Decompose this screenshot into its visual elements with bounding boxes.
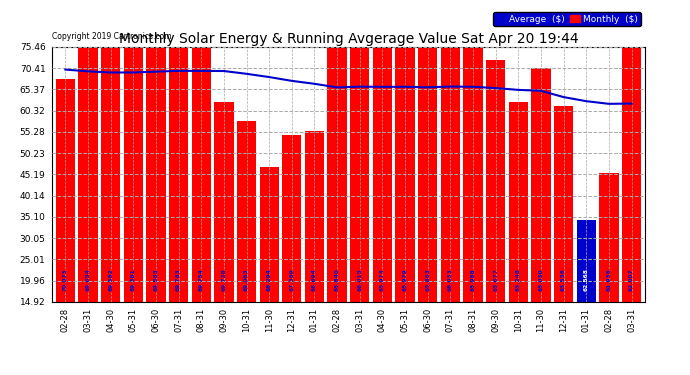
Text: Copyright 2019 Cartronics.com: Copyright 2019 Cartronics.com (52, 32, 171, 40)
Text: 61.936: 61.936 (607, 268, 611, 291)
Text: 69.063: 69.063 (244, 269, 249, 291)
Text: 65.677: 65.677 (493, 268, 498, 291)
Text: 65.974: 65.974 (380, 268, 385, 291)
Text: 65.840: 65.840 (335, 268, 339, 291)
Text: 66.033: 66.033 (448, 268, 453, 291)
Bar (577, 220, 596, 302)
Text: 65.030: 65.030 (538, 269, 544, 291)
Bar (305, 131, 324, 302)
Text: 69.583: 69.583 (153, 268, 159, 291)
Text: 69.754: 69.754 (199, 268, 204, 291)
Text: 63.536: 63.536 (561, 268, 566, 291)
Text: 65.248: 65.248 (516, 268, 521, 291)
Text: 69.763: 69.763 (176, 268, 181, 291)
Text: 69.381: 69.381 (131, 268, 136, 291)
Bar (56, 79, 75, 302)
Bar (509, 102, 528, 302)
Bar (531, 68, 551, 302)
Bar (237, 121, 256, 302)
Text: 66.694: 66.694 (312, 268, 317, 291)
Text: 65.863: 65.863 (425, 268, 431, 291)
Text: 65.979: 65.979 (402, 269, 408, 291)
Bar (215, 102, 233, 302)
Text: 66.015: 66.015 (357, 268, 362, 291)
Text: 69.728: 69.728 (221, 268, 226, 291)
Bar (373, 39, 392, 302)
Bar (169, 0, 188, 302)
Bar (486, 60, 505, 302)
Text: 68.294: 68.294 (266, 268, 272, 291)
Text: 62.007: 62.007 (629, 269, 634, 291)
Bar (328, 0, 347, 302)
Bar (441, 0, 460, 302)
Text: 65.988: 65.988 (471, 268, 475, 291)
Text: 70.073: 70.073 (63, 269, 68, 291)
Bar (259, 167, 279, 302)
Bar (622, 26, 641, 302)
Text: 67.389: 67.389 (289, 268, 295, 291)
Bar (192, 13, 211, 302)
Bar (418, 34, 437, 302)
Bar (282, 135, 302, 302)
Bar (464, 41, 482, 302)
Title: Monthly Solar Energy & Running Avgerage Value Sat Apr 20 19:44: Monthly Solar Energy & Running Avgerage … (119, 32, 578, 46)
Bar (395, 26, 415, 302)
Text: 69.382: 69.382 (108, 268, 113, 291)
Bar (554, 106, 573, 302)
Legend: Average  ($), Monthly  ($): Average ($), Monthly ($) (493, 12, 640, 26)
Bar (146, 0, 166, 302)
Bar (79, 48, 97, 302)
Text: 69.654: 69.654 (86, 268, 90, 291)
Bar (101, 48, 120, 302)
Text: 62.568: 62.568 (584, 268, 589, 291)
Bar (350, 28, 369, 302)
Bar (124, 0, 143, 302)
Bar (600, 173, 618, 302)
